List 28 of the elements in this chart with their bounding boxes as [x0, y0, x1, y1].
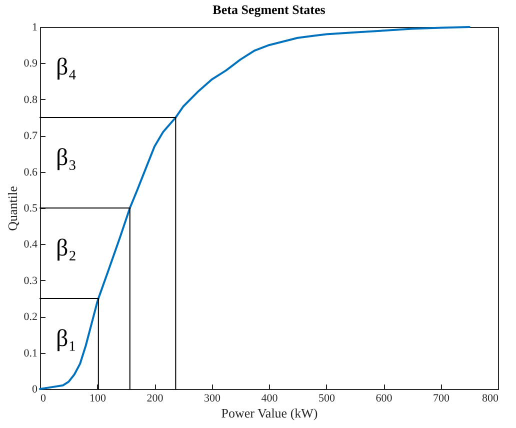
x-tick-label: 300 [204, 392, 221, 404]
x-tick-label: 600 [376, 392, 393, 404]
y-axis-title: Quantile [4, 186, 20, 231]
y-tick-label: 0.3 [24, 274, 38, 287]
y-tick-label: 1 [32, 22, 38, 34]
x-tick-label: 500 [318, 392, 336, 404]
y-tick-label: 0.6 [24, 166, 38, 178]
y-tick-label: 0.2 [24, 311, 38, 324]
y-tick-label: 0.5 [24, 202, 38, 214]
y-tick-label: 0 [32, 384, 38, 396]
x-tick-label: 200 [146, 392, 164, 404]
y-tick-label: 0.8 [24, 94, 38, 106]
annotation: β₂ [56, 236, 77, 262]
y-tick-label: 0.4 [24, 238, 38, 251]
x-tick-label: 700 [433, 392, 450, 404]
annotation: β₁ [56, 326, 77, 352]
annotation: β₃ [56, 145, 77, 172]
y-tick-label: 0.1 [24, 347, 38, 360]
chart-title: Beta Segment States [212, 2, 326, 17]
line-series [39, 26, 470, 390]
x-tick-label: 100 [90, 392, 106, 404]
y-tick-label: 0.9 [24, 58, 38, 70]
annotation: β₄ [56, 54, 77, 81]
x-tick-label: 0 [40, 392, 46, 404]
y-tick-label: 0.7 [24, 130, 38, 142]
x-axis-title: Power Value (kW) [221, 406, 318, 420]
x-tick-label: 800 [482, 392, 499, 404]
x-tick-label: 400 [261, 392, 278, 404]
